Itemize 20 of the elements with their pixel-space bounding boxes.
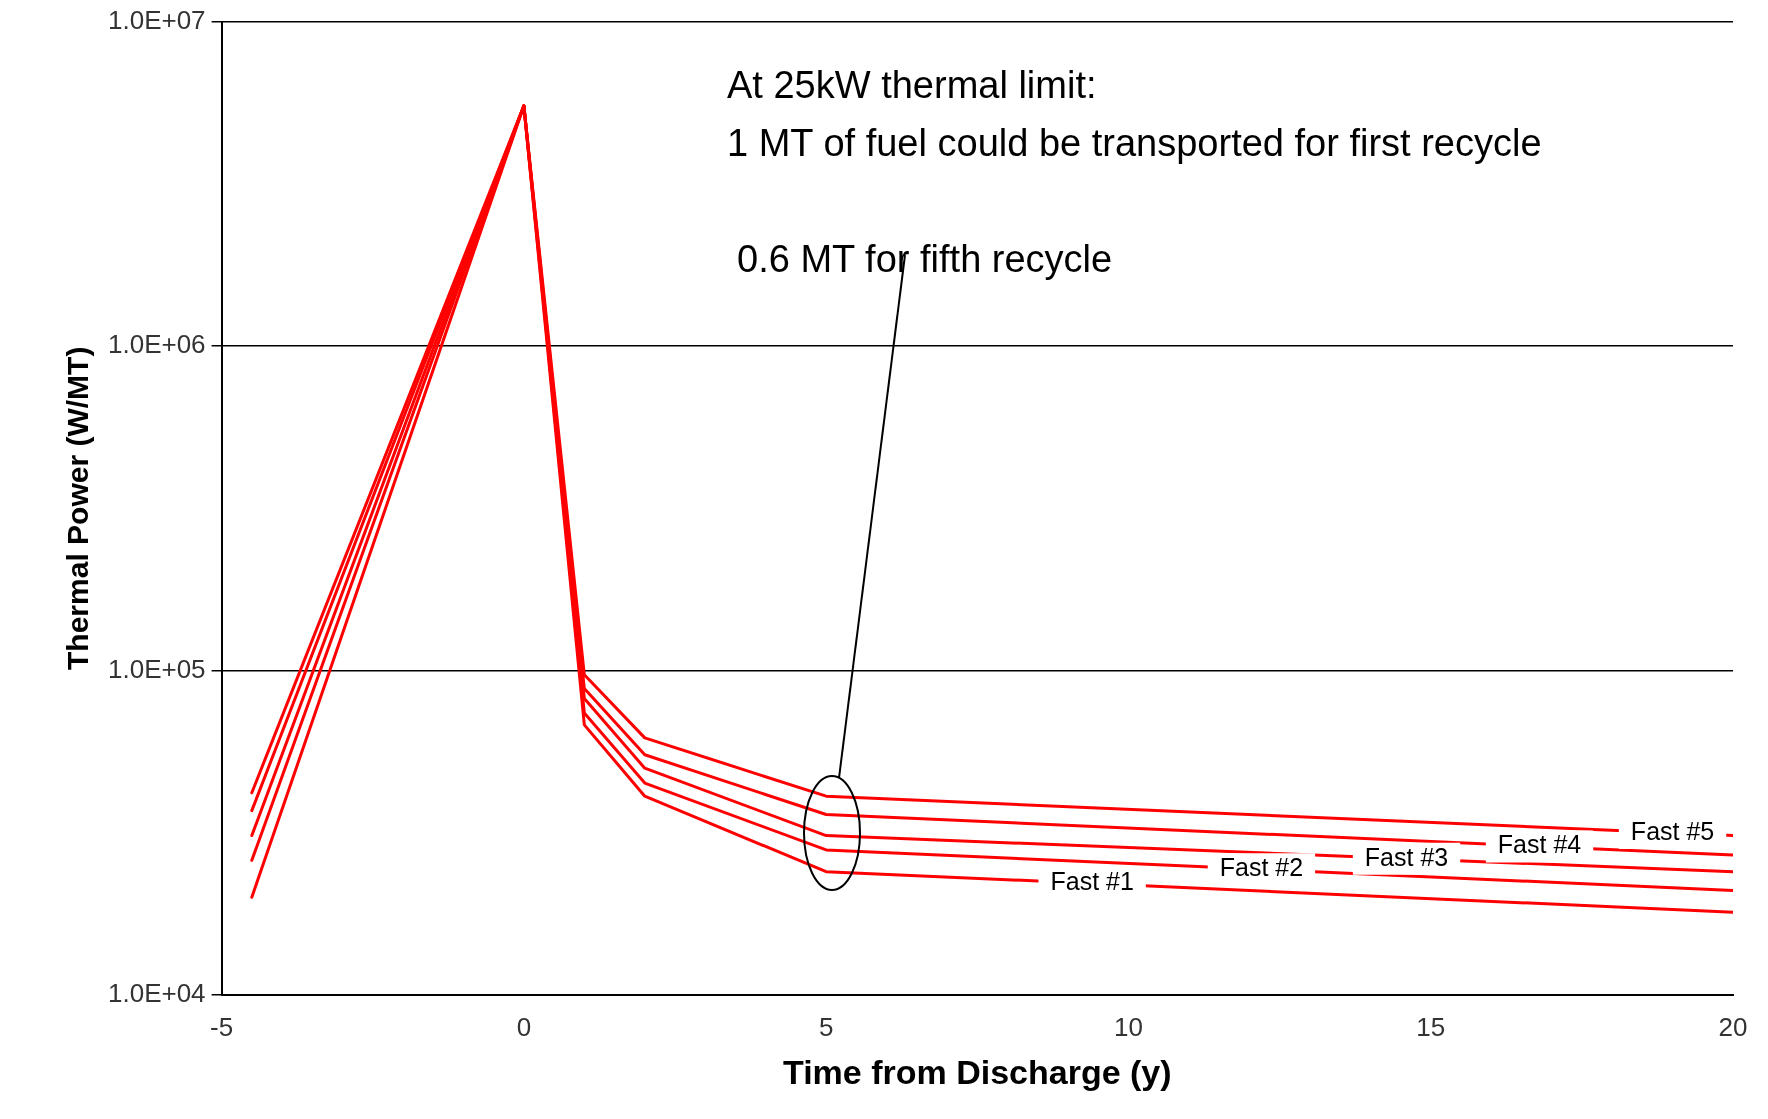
annotation: 1 MT of fuel could be transported for first recycle [727, 122, 1542, 165]
y-tick-label: 1.0E+05 [108, 653, 206, 684]
series-label: Fast #2 [1219, 853, 1304, 882]
x-tick-label: 20 [1718, 1011, 1748, 1042]
x-tick-label: 15 [1416, 1011, 1446, 1042]
x-tick-label: -5 [210, 1011, 234, 1042]
y-tick-label: 1.0E+06 [108, 329, 206, 360]
x-axis-title: Time from Discharge (y) [783, 1052, 1172, 1091]
x-tick-label: 10 [1113, 1011, 1143, 1042]
x-tick-label: 0 [516, 1011, 532, 1042]
x-tick-label: 5 [818, 1011, 834, 1042]
series-label: Fast #5 [1630, 816, 1715, 845]
series-label: Fast #4 [1497, 830, 1582, 859]
annotation: 0.6 MT for fifth recycle [737, 238, 1113, 281]
y-axis-title: Thermal Power (W/MT) [61, 346, 95, 670]
series-label: Fast #1 [1050, 867, 1134, 896]
y-tick-label: 1.0E+07 [108, 4, 206, 35]
y-tick-label: 1.0E+04 [108, 978, 206, 1009]
annotation: At 25kW thermal limit: [727, 64, 1097, 107]
series-label: Fast #3 [1364, 842, 1449, 871]
